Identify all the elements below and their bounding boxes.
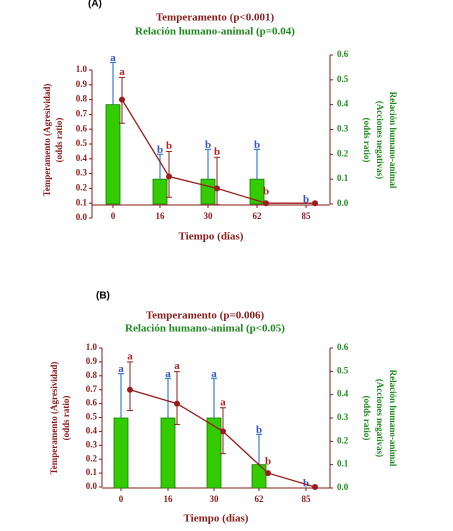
significance-letter: a — [211, 368, 217, 380]
y-tick-label: 0.5 — [76, 138, 88, 148]
y-tick-label: 0.2 — [76, 182, 88, 192]
y2-tick-label: 0.4 — [337, 389, 349, 399]
significance-letter: b — [256, 424, 262, 436]
significance-letter: b — [254, 139, 260, 151]
y-tick-label: 0.9 — [86, 356, 98, 366]
significance-letter: a — [220, 396, 226, 408]
y-tick-label: 0.1 — [76, 197, 88, 207]
y2-tick-label: 0.0 — [337, 198, 349, 208]
point — [214, 185, 220, 192]
chart-subtitle: Relación humano-animal (p=0.04) — [135, 26, 295, 38]
significance-letter: b — [157, 144, 163, 156]
y2-axis-label: (odds ratio) — [362, 396, 372, 441]
y-tick-label: 1.0 — [86, 342, 98, 352]
panel-label: (A) — [88, 0, 102, 10]
x-tick-label: 62 — [253, 211, 263, 221]
y-tick-label: 0.0 — [86, 481, 98, 491]
x-axis-label: Tiempo (días) — [179, 231, 244, 243]
y2-tick-label: 0.6 — [337, 342, 349, 352]
y2-axis-label: Relación humano-animal — [388, 370, 398, 467]
bar — [152, 178, 168, 205]
y-tick-label: 0.4 — [76, 153, 88, 163]
bar — [251, 464, 267, 489]
chart-title: Temperamento (p<0.001) — [156, 12, 275, 24]
point — [312, 200, 318, 207]
y-tick-label: 0.2 — [86, 453, 98, 463]
y-tick-label: 1.0 — [76, 64, 88, 74]
x-tick-label: 85 — [302, 494, 312, 504]
point — [166, 173, 172, 180]
bar — [105, 104, 121, 205]
significance-letter: a — [110, 52, 116, 64]
y-tick-label: 0.8 — [76, 94, 88, 104]
significance-letter: b — [214, 146, 220, 158]
point — [127, 386, 133, 393]
x-tick-label: 16 — [164, 494, 174, 504]
y2-tick-label: 0.2 — [337, 435, 349, 445]
y-axis-label: Temperamento (Agresividad) — [49, 362, 59, 475]
y-tick-label: 0.3 — [76, 168, 88, 178]
significance-letter: a — [127, 350, 133, 362]
y2-tick-label: 0.1 — [337, 459, 349, 469]
y2-tick-label: 0.5 — [337, 365, 349, 375]
x-tick-label: 62 — [255, 494, 265, 504]
significance-letter: a — [174, 360, 180, 372]
y2-tick-label: 0.5 — [337, 74, 349, 84]
significance-letter: b — [303, 478, 309, 490]
significance-letter: b — [166, 140, 172, 152]
y-tick-label: 0.1 — [86, 467, 98, 477]
y-tick-label: 0.5 — [86, 412, 98, 422]
y2-axis-label: (odds ratio) — [362, 118, 372, 163]
y2-axis-label: (Acciones negativas) — [375, 101, 385, 179]
y-tick-label: 0.3 — [86, 439, 98, 449]
y2-tick-label: 0.3 — [337, 412, 349, 422]
bar — [113, 417, 129, 489]
x-tick-label: 85 — [302, 211, 312, 221]
x-tick-label: 0 — [119, 494, 124, 504]
y2-tick-label: 0.2 — [337, 148, 349, 158]
y2-tick-label: 0.6 — [337, 49, 349, 59]
significance-letter: b — [263, 186, 269, 198]
point — [312, 484, 318, 490]
y-tick-label: 0.9 — [76, 79, 88, 89]
bar — [160, 417, 176, 489]
chart-title: Temperamento (p=0.006) — [146, 310, 265, 322]
significance-letter: a — [118, 363, 124, 375]
y2-axis-label: (Acciones negativas) — [375, 379, 385, 457]
x-tick-label: 30 — [210, 494, 220, 504]
bar — [200, 178, 216, 205]
y-tick-label: 0.0 — [76, 212, 88, 222]
y2-tick-label: 0.3 — [337, 124, 349, 134]
y-axis-label: (odds ratio) — [54, 118, 64, 163]
panel-label: (B) — [96, 291, 110, 302]
y2-axis-label: Relación humano-animal — [388, 92, 398, 189]
point — [263, 200, 269, 207]
y-axis-label: (odds ratio) — [61, 396, 71, 441]
chart-subtitle: Relación humano-animal (p<0.05) — [125, 323, 285, 335]
point — [220, 428, 226, 435]
y-tick-label: 0.7 — [86, 384, 98, 394]
y-tick-label: 0.4 — [86, 425, 98, 435]
y-tick-label: 0.6 — [76, 123, 88, 133]
significance-letter: a — [119, 66, 125, 78]
x-axis-label: Tiempo (días) — [184, 513, 249, 525]
significance-letter: b — [265, 456, 271, 468]
y-axis-label: Temperamento (Agresividad) — [42, 84, 52, 197]
point — [119, 96, 125, 103]
y2-tick-label: 0.1 — [337, 173, 349, 183]
significance-letter: b — [303, 194, 309, 206]
significance-letter: b — [205, 139, 211, 151]
significance-letter: a — [165, 368, 171, 380]
y2-tick-label: 0.0 — [337, 482, 349, 492]
x-tick-label: 0 — [111, 211, 116, 221]
x-tick-label: 30 — [204, 211, 214, 221]
y-tick-label: 0.8 — [86, 370, 98, 380]
point — [265, 470, 271, 477]
y2-tick-label: 0.4 — [337, 99, 349, 109]
y-tick-label: 0.7 — [76, 108, 88, 118]
x-tick-label: 16 — [156, 211, 166, 221]
y-tick-label: 0.6 — [86, 398, 98, 408]
point — [174, 400, 180, 407]
